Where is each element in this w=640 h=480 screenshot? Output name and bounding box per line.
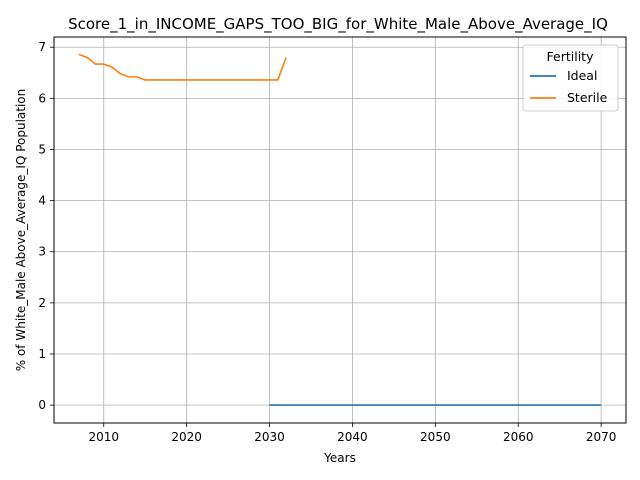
y-axis-label: % of White_Male Above_Average_IQ Populat… xyxy=(14,89,28,372)
x-tick-label: 2040 xyxy=(337,430,368,444)
y-tick-label: 6 xyxy=(38,91,46,105)
y-tick-label: 3 xyxy=(38,245,46,259)
x-tick-label: 2060 xyxy=(503,430,534,444)
x-axis-label: Years xyxy=(323,451,356,465)
y-tick-label: 4 xyxy=(38,194,46,208)
plot-frame xyxy=(53,36,627,424)
x-tick-label: 2070 xyxy=(586,430,617,444)
series-lines xyxy=(78,53,602,406)
y-axis-ticks: 0 1 2 3 4 5 6 7 xyxy=(38,40,54,412)
x-axis-ticks: 2010 2020 2030 2040 2050 2060 2070 xyxy=(88,423,616,444)
chart-title: Score_1_in_INCOME_GAPS_TOO_BIG_for_White… xyxy=(68,15,608,34)
x-tick-label: 2010 xyxy=(88,430,119,444)
legend-label-sterile: Sterile xyxy=(567,90,608,105)
legend: Fertility Ideal Sterile xyxy=(522,44,619,112)
y-tick-label: 7 xyxy=(38,40,46,54)
series-line-sterile xyxy=(78,53,287,81)
y-tick-label: 1 xyxy=(38,347,46,361)
legend-label-ideal: Ideal xyxy=(567,68,597,83)
y-tick-label: 0 xyxy=(38,398,46,412)
y-tick-label: 2 xyxy=(38,296,46,310)
legend-title: Fertility xyxy=(547,49,595,64)
x-tick-label: 2050 xyxy=(420,430,451,444)
y-tick-label: 5 xyxy=(38,142,46,156)
x-tick-label: 2020 xyxy=(171,430,202,444)
x-tick-label: 2030 xyxy=(254,430,285,444)
legend-box xyxy=(522,44,619,112)
